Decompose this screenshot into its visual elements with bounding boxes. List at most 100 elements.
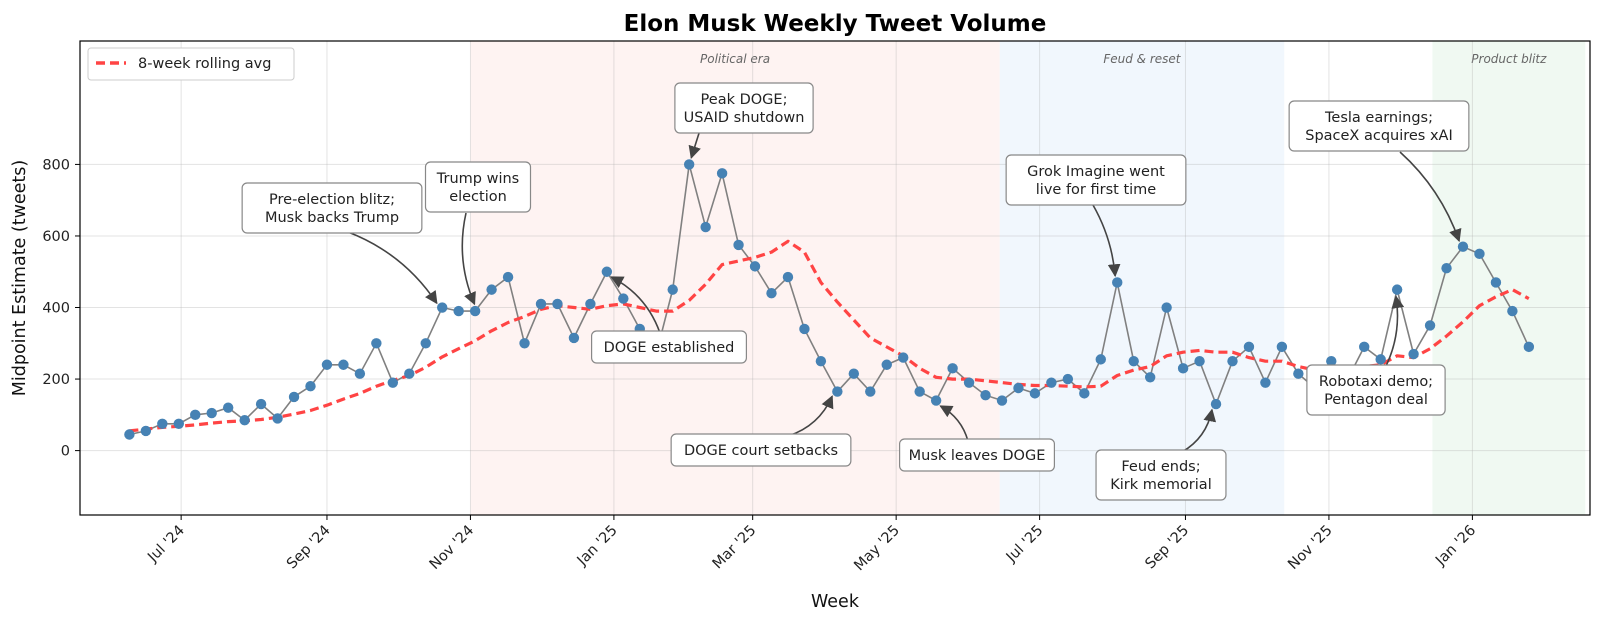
annotation-box	[1306, 364, 1446, 416]
weekly-data-point	[1144, 372, 1156, 383]
x-tick-label: Jan '25	[574, 523, 621, 570]
weekly-data-point	[420, 338, 431, 349]
weekly-series-line	[129, 164, 1530, 436]
weekly-data-point	[387, 377, 399, 388]
annotation-text: Pentagon deal	[1324, 392, 1428, 408]
y-tick-label: 400	[42, 301, 70, 317]
region-label-0: Political era	[700, 52, 770, 66]
weekly-data-point	[898, 352, 909, 363]
legend-label-rolling-avg: 8-week rolling avg	[138, 56, 271, 72]
annotation-arrow	[610, 276, 661, 334]
weekly-data-point	[321, 359, 333, 370]
weekly-data-point	[832, 386, 843, 397]
weekly-data-point	[947, 363, 958, 374]
weekly-data-point	[1046, 377, 1057, 388]
annotation-text: Feud ends;	[1121, 459, 1200, 475]
weekly-data-point	[124, 429, 135, 440]
weekly-data-point	[733, 239, 744, 251]
region-band-1	[999, 41, 1285, 515]
weekly-data-point	[1095, 354, 1106, 365]
weekly-data-point	[1441, 262, 1452, 274]
weekly-data-point	[519, 338, 530, 349]
annotation-box	[1095, 449, 1227, 501]
annotation-text: Musk leaves DOGE	[909, 448, 1046, 464]
annotation-box	[590, 330, 747, 364]
weekly-data-point	[1210, 398, 1222, 410]
weekly-data-point	[305, 381, 316, 392]
weekly-data-point	[1128, 355, 1139, 367]
weekly-data-point	[815, 355, 827, 367]
weekly-data-point	[1424, 320, 1436, 331]
x-tick-label: Nov '25	[1285, 523, 1335, 573]
weekly-data-point	[1293, 368, 1304, 379]
weekly-data-point	[535, 298, 547, 310]
annotation-text: SpaceX acquires xAI	[1305, 128, 1453, 144]
x-tick-label: Jul '24	[144, 523, 188, 567]
weekly-data-point	[865, 386, 876, 397]
weekly-data-point	[1375, 354, 1386, 365]
weekly-data-point	[288, 391, 300, 403]
weekly-data-point	[190, 409, 201, 421]
weekly-data-point	[371, 338, 382, 349]
weekly-data-point	[1507, 305, 1518, 317]
annotation-3: DOGE established	[590, 276, 747, 364]
weekly-data-point	[255, 398, 267, 410]
x-tick-label: Jul '25	[1003, 523, 1047, 567]
annotation-text: Trump wins	[436, 171, 519, 187]
x-tick-label: May '25	[851, 523, 903, 575]
y-tick-label: 800	[42, 157, 70, 173]
annotation-7: Feud ends; Kirk memorial	[1095, 408, 1227, 501]
weekly-data-point	[930, 395, 942, 406]
y-tick-label: 0	[61, 444, 70, 460]
annotation-9: Robotaxi demo; Pentagon deal	[1306, 295, 1446, 416]
weekly-data-point	[1457, 241, 1469, 252]
annotation-box	[1005, 154, 1187, 206]
annotation-box	[674, 82, 814, 134]
x-tick-label: Jan '26	[1432, 523, 1479, 570]
annotation-text: Grok Imagine went	[1027, 164, 1165, 180]
plot-frame	[79, 40, 1591, 516]
weekly-data-point	[766, 288, 777, 299]
weekly-data-point	[1079, 388, 1090, 399]
x-tick-label: Sep '25	[1143, 523, 1193, 573]
weekly-data-point	[469, 305, 481, 317]
weekly-data-point	[437, 302, 448, 313]
annotation-arrow	[461, 212, 476, 306]
chart-title: Elon Musk Weekly Tweet Volume	[624, 11, 1047, 37]
annotation-5: Musk leaves DOGE	[898, 405, 1055, 472]
annotation-text: USAID shutdown	[684, 110, 805, 126]
weekly-data-point	[486, 284, 497, 295]
weekly-data-point	[1177, 363, 1189, 374]
annotation-8: Tesla earnings; SpaceX acquires xAI	[1288, 100, 1470, 243]
annotation-text: Kirk memorial	[1110, 477, 1211, 493]
y-axis-label: Midpoint Estimate (tweets)	[10, 160, 30, 396]
weekly-data-point	[272, 413, 283, 424]
weekly-data-point	[173, 418, 184, 429]
weekly-data-point	[749, 261, 761, 272]
annotation-text: live for first time	[1036, 182, 1156, 198]
weekly-data-point	[667, 284, 678, 295]
weekly-data-point	[453, 305, 464, 317]
annotation-box	[898, 438, 1055, 472]
annotation-arrow	[347, 231, 438, 305]
weekly-data-point	[782, 271, 794, 283]
annotation-arrow	[1399, 151, 1462, 243]
x-axis-label: Week	[811, 592, 860, 612]
x-tick-label: Mar '25	[710, 523, 760, 573]
annotation-text: DOGE established	[604, 340, 735, 356]
annotation-text: DOGE court setbacks	[684, 443, 838, 459]
weekly-data-point	[568, 332, 580, 344]
annotation-arrow	[1383, 295, 1405, 371]
weekly-data-point	[1326, 355, 1337, 367]
weekly-data-point	[963, 377, 975, 388]
annotation-box	[1288, 100, 1470, 152]
region-label-1: Feud & reset	[1103, 52, 1181, 66]
annotation-0: Pre-election blitz; Musk backs Trump	[241, 182, 438, 305]
weekly-data-point	[404, 368, 415, 379]
weekly-data-point	[1260, 377, 1271, 388]
x-tick-label: Nov '24	[427, 523, 477, 573]
annotation-box	[241, 182, 423, 234]
annotation-4: DOGE court setbacks	[670, 395, 852, 467]
weekly-data-point	[1474, 248, 1485, 260]
